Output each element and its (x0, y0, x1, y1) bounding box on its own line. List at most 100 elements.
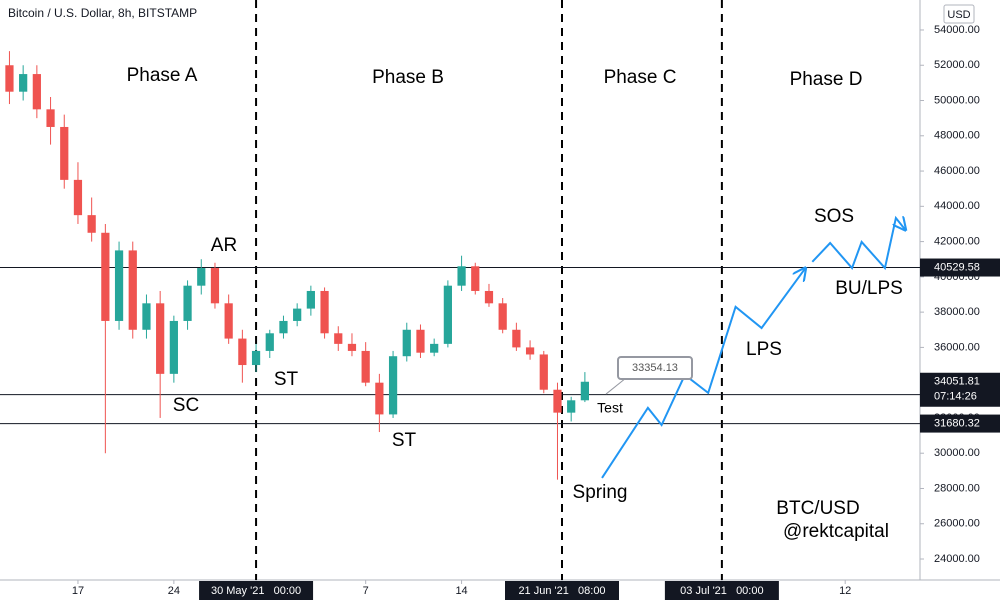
candle-body (156, 303, 165, 374)
y-tick-label: 54000.00 (934, 24, 980, 36)
y-tick-label: 24000.00 (934, 553, 980, 565)
candle-body (361, 350, 370, 383)
candle-body (210, 268, 220, 304)
annotation: BTC/USD (776, 498, 859, 519)
candle-body (19, 74, 28, 92)
annotation: Spring (573, 482, 628, 503)
candle-body (347, 343, 357, 351)
y-tick-label: 26000.00 (934, 518, 980, 530)
level-price-label: 40529.58 (934, 261, 980, 273)
candle-body (471, 266, 480, 291)
x-tick-label: 30 May '21 00:00 (211, 585, 301, 597)
x-tick-label: 21 Jun '21 08:00 (518, 585, 605, 597)
price-axis-bg (920, 0, 1000, 600)
callout-pointer (605, 377, 627, 395)
annotation: SC (173, 395, 199, 416)
candle-body (101, 232, 110, 321)
phase-label: Phase C (604, 67, 677, 88)
candle-body (525, 347, 535, 355)
phase-label: Phase A (127, 65, 198, 86)
candle-body (32, 74, 41, 110)
level-price-label-box (920, 414, 1000, 433)
candle-body (443, 285, 452, 344)
y-tick-label: 52000.00 (934, 59, 980, 71)
candle-body (224, 303, 233, 339)
candle-body (279, 320, 288, 334)
y-tick-label: 36000.00 (934, 341, 980, 353)
candle-body (388, 356, 398, 415)
currency: USD (947, 9, 970, 21)
candle-body (320, 290, 329, 334)
candle-body (60, 126, 69, 180)
y-tick-label: 28000.00 (934, 482, 980, 494)
x-tick-label: 14 (455, 585, 467, 597)
candle-body (457, 266, 466, 286)
candle-body (251, 350, 261, 366)
x-tick-highlight (664, 581, 779, 600)
x-tick-label: 17 (72, 585, 84, 597)
plot: 33354.13 (0, 0, 920, 580)
candle-body (183, 285, 192, 321)
x-tick-label: 03 Jul '21 00:00 (680, 585, 763, 597)
y-tick-label: 42000.00 (934, 235, 980, 247)
annotation: SOS (814, 206, 854, 227)
y-tick-label: 30000.00 (934, 447, 980, 459)
last-price-label-box (920, 372, 1000, 407)
y-tick-label: 44000.00 (934, 200, 980, 212)
y-tick-label: 46000.00 (934, 165, 980, 177)
phase-label: Phase B (372, 67, 444, 88)
candle-body (553, 389, 562, 413)
projection-line (601, 268, 805, 479)
callout-label: 33354.13 (632, 362, 678, 374)
candle-body (416, 329, 425, 353)
x-tick-label: 24 (168, 585, 180, 597)
candle-body (197, 268, 206, 286)
candle-body (306, 290, 315, 309)
candle-body (5, 65, 14, 92)
x-tick-label: 7 (363, 585, 369, 597)
y-tick-label: 50000.00 (934, 94, 980, 106)
projection-line (811, 215, 905, 271)
candle-body (114, 250, 124, 321)
candle-body (580, 381, 589, 401)
x-tick-highlight (199, 581, 314, 600)
chart-title: Bitcoin / U.S. Dollar, 8h, BITSTAMP (8, 6, 197, 20)
annotation: LPS (746, 339, 782, 360)
annotation: BU/LPS (835, 278, 903, 299)
candle-body (498, 303, 507, 330)
candle-body (402, 329, 411, 357)
annotation: Test (597, 400, 623, 416)
candle-body (293, 308, 302, 321)
last-price-label: 34051.81 (934, 376, 980, 388)
candle-body (73, 179, 83, 216)
level-price-label: 31680.32 (934, 417, 980, 429)
phase-label: Phase D (790, 69, 863, 90)
x-tick-label: 12 (839, 585, 851, 597)
candle-body (128, 250, 137, 330)
candle-body (430, 343, 439, 353)
y-tick-label: 48000.00 (934, 130, 980, 142)
candle-body (334, 333, 343, 344)
annotation: AR (211, 235, 237, 256)
candle-body (484, 290, 494, 304)
callout-box (617, 356, 693, 380)
y-tick-label: 38000.00 (934, 306, 980, 318)
candle-body (265, 333, 274, 351)
annotation: @rektcapital (783, 521, 889, 542)
candle-body (46, 109, 55, 127)
candle-body (169, 320, 178, 374)
candle-body (142, 303, 151, 330)
candle-body (539, 354, 548, 390)
countdown: 07:14:26 (934, 391, 977, 403)
annotation: ST (392, 430, 417, 451)
candle-body (567, 400, 576, 413)
candle-body (238, 338, 247, 366)
annotation: ST (274, 369, 299, 390)
level-price-label-box (920, 258, 1000, 277)
candle-body (375, 382, 384, 415)
candle-body (512, 329, 521, 348)
candle-body (87, 215, 96, 233)
currency-box (943, 4, 975, 24)
x-tick-highlight (505, 581, 620, 600)
